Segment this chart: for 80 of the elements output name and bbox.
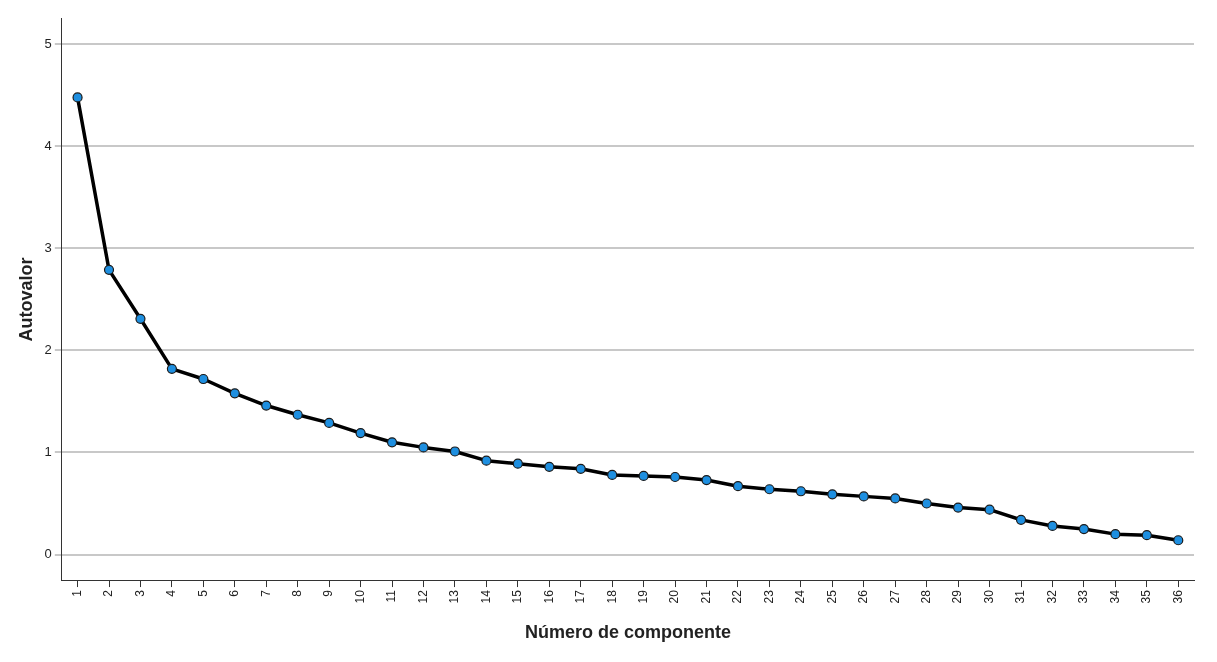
y-tick-label: 4 [44, 137, 52, 153]
point [135, 313, 146, 324]
x-tick-label: 34 [1107, 589, 1122, 604]
x-tick-label: 17 [573, 589, 588, 604]
y-axis-title: Autovalor [15, 257, 36, 342]
y-tick-label: 1 [44, 444, 52, 460]
x-tick-label: 10 [352, 589, 367, 604]
x-tick-label: 16 [541, 589, 556, 604]
point [701, 474, 712, 486]
x-tick-label: 3 [132, 589, 147, 597]
x-tick-label: 14 [478, 589, 493, 604]
y-tick-label: 3 [44, 239, 52, 255]
point [1173, 535, 1184, 546]
x-tick-label: 23 [761, 589, 776, 604]
point [607, 469, 618, 481]
point [1047, 520, 1058, 532]
point [669, 471, 681, 483]
point [953, 502, 964, 513]
x-tick-label: 1 [69, 589, 84, 597]
point [921, 498, 932, 509]
point [166, 363, 177, 374]
point [512, 458, 523, 469]
point [355, 428, 366, 439]
x-tick-label: 32 [1044, 589, 1059, 604]
point [1141, 530, 1152, 541]
point [324, 417, 335, 428]
point [575, 463, 586, 474]
point [229, 388, 240, 399]
point [481, 455, 492, 466]
x-tick-label: 29 [950, 589, 965, 604]
x-tick-label: 12 [415, 589, 430, 604]
x-tick-label: 9 [321, 589, 336, 597]
x-tick-label: 26 [856, 589, 871, 604]
x-tick-label: 13 [447, 589, 462, 604]
point [795, 486, 806, 497]
x-tick-label: 22 [730, 589, 745, 604]
point [198, 373, 209, 385]
point [1015, 514, 1027, 525]
point [103, 264, 115, 275]
x-tick-label: 30 [981, 589, 996, 604]
x-tick-label: 36 [1170, 589, 1185, 604]
point [418, 442, 429, 453]
point [72, 92, 83, 103]
point [292, 409, 303, 420]
x-tick-label: 6 [227, 589, 242, 597]
x-tick-label: 19 [635, 589, 650, 604]
point [890, 493, 901, 504]
point [449, 446, 461, 457]
x-tick-label: 24 [793, 589, 808, 604]
point [261, 400, 272, 411]
point [984, 504, 995, 515]
x-tick-label: 33 [1076, 589, 1091, 604]
x-tick-label: 11 [384, 589, 399, 603]
point [1110, 529, 1121, 540]
point [732, 481, 744, 492]
x-tick-label: 5 [195, 589, 210, 597]
x-tick-label: 21 [698, 589, 713, 604]
x-tick-label: 28 [918, 589, 933, 604]
point [1078, 523, 1090, 535]
x-tick-label: 4 [164, 589, 179, 597]
x-tick-label: 15 [510, 589, 525, 604]
x-tick-label: 2 [101, 589, 116, 597]
point [858, 491, 869, 502]
point [764, 484, 775, 495]
y-tick-label: 5 [44, 35, 52, 51]
point [544, 461, 555, 472]
y-tick-label: 2 [44, 342, 52, 358]
x-tick-label: 31 [1013, 589, 1028, 604]
point [638, 470, 649, 482]
x-tick-label: 8 [290, 589, 305, 597]
x-tick-label: 35 [1139, 589, 1154, 604]
x-tick-label: 7 [258, 589, 273, 597]
x-axis-title: Número de componente [524, 622, 731, 643]
x-tick-label: 20 [667, 589, 682, 604]
point [386, 437, 398, 448]
x-tick-label: 25 [824, 589, 839, 604]
x-tick-label: 18 [604, 589, 619, 604]
point [827, 489, 838, 500]
x-tick-label: 27 [887, 589, 902, 604]
y-tick-label: 0 [44, 546, 52, 562]
